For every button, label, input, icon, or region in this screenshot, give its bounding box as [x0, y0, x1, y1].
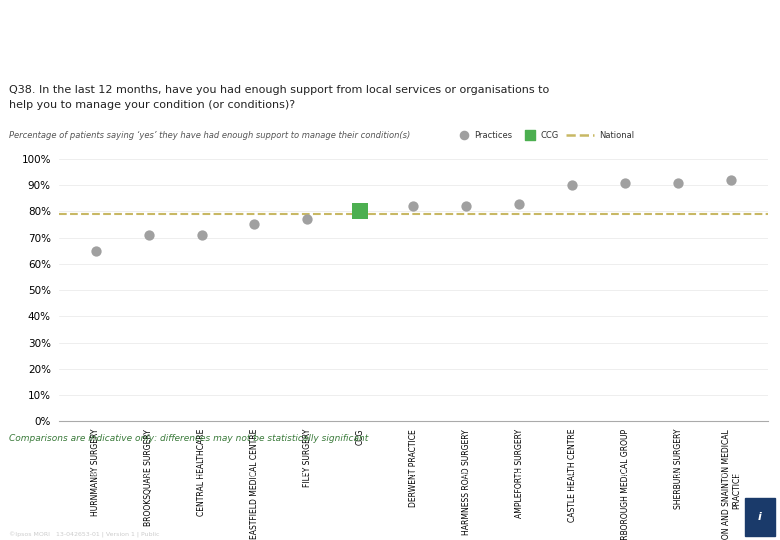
Text: Practices: Practices [474, 131, 512, 139]
Text: National: National [599, 131, 634, 139]
Text: Ipsos MORI: Ipsos MORI [9, 502, 70, 512]
Text: Social Research Institute: Social Research Institute [9, 521, 105, 530]
Text: i: i [758, 512, 761, 522]
Text: Support with managing long-term health conditions:
how the CCG’s practices compa: Support with managing long-term health c… [9, 14, 526, 57]
Point [195, 231, 207, 239]
Point [142, 231, 154, 239]
Point [248, 220, 261, 229]
Point [566, 181, 579, 190]
Point [354, 207, 367, 215]
FancyBboxPatch shape [745, 498, 775, 536]
Point [301, 215, 314, 224]
Point [90, 246, 102, 255]
Text: Percentage of patients saying ‘yes’ they have had enough support to manage their: Percentage of patients saying ‘yes’ they… [9, 131, 410, 139]
Point [460, 202, 473, 211]
Point [407, 202, 420, 211]
Text: Base: All with a long-term condition excluding ‘I haven’t needed support’ and ‘D: Base: All with a long-term condition exc… [9, 472, 644, 478]
Text: 37: 37 [382, 510, 398, 524]
Text: Comparisons are indicative only: differences may not be statistically significan: Comparisons are indicative only: differe… [9, 434, 369, 443]
Point [672, 178, 685, 187]
Text: ©Ipsos MORI   13-042653-01 | Version 1 | Public: ©Ipsos MORI 13-042653-01 | Version 1 | P… [9, 531, 160, 538]
Text: CCG: CCG [541, 131, 558, 139]
Point [619, 178, 632, 187]
Text: Q38. In the last 12 months, have you had enough support from local services or o: Q38. In the last 12 months, have you had… [9, 85, 550, 110]
Point [513, 199, 526, 208]
Point [725, 176, 737, 184]
Text: %Yes = %Yes, definitely + %Yes, to some extent: %Yes = %Yes, definitely + %Yes, to some … [598, 472, 772, 478]
